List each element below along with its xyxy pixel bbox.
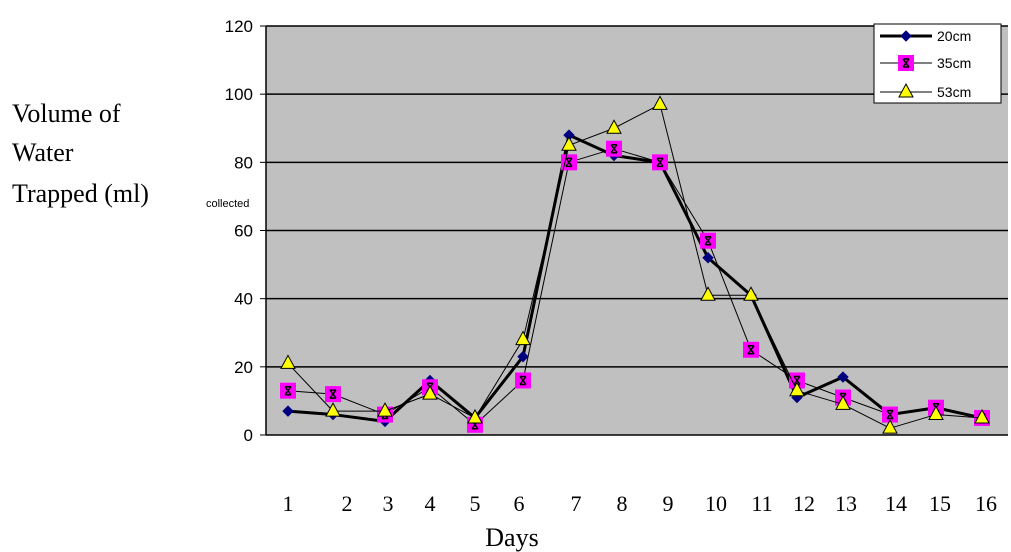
x-tick-label: 5	[470, 491, 481, 516]
data-point-53cm	[377, 402, 393, 417]
data-point-35cm	[743, 341, 759, 358]
data-point-53cm	[789, 381, 805, 397]
y-tick-label: 80	[234, 153, 253, 172]
legend: 20cm 35cm 53cm	[873, 23, 1002, 104]
legend-marker-53cm	[898, 82, 914, 98]
data-point-20cm	[702, 252, 714, 264]
data-point-35cm	[700, 232, 716, 249]
data-point-35cm	[325, 386, 341, 403]
legend-label-20cm: 20cm	[937, 28, 971, 44]
y-axis-label-overlap: collected	[206, 198, 249, 210]
y-tick-label: 40	[234, 290, 253, 309]
y-tick-label: 120	[225, 17, 253, 36]
data-point-35cm	[882, 406, 898, 423]
data-point-35cm	[561, 154, 577, 171]
data-point-35cm	[515, 372, 531, 389]
data-point-53cm	[928, 405, 944, 421]
data-point-53cm	[561, 136, 577, 151]
data-point-53cm	[882, 419, 898, 434]
data-point-20cm	[837, 371, 849, 383]
x-tick-label: 15	[929, 491, 951, 516]
x-tick-label: 10	[705, 491, 727, 516]
data-point-53cm	[700, 286, 716, 301]
series-layer	[280, 95, 990, 434]
legend-label-35cm: 35cm	[937, 55, 971, 71]
x-tick-label: 14	[885, 491, 907, 516]
data-point-53cm	[325, 402, 341, 417]
x-tick-label: 1	[283, 491, 294, 516]
x-tick-label: 2	[342, 491, 353, 516]
data-point-35cm	[280, 382, 296, 399]
x-axis-label: Days	[485, 523, 538, 552]
data-point-53cm	[422, 385, 438, 400]
x-axis-tick-labels: 1 2 3 4 5 6 7 8 9 10 11 12 13 14 15 16	[283, 491, 998, 516]
x-tick-label: 13	[835, 491, 857, 516]
y-axis-tick-labels: 0 20 40 60 80 100 120	[225, 17, 266, 445]
data-point-35cm	[789, 372, 805, 389]
data-point-53cm	[280, 354, 296, 369]
y-tick-label: 60	[234, 222, 253, 241]
data-point-53cm	[835, 395, 851, 410]
x-tick-label: 9	[663, 491, 674, 516]
series-53cm	[280, 95, 990, 434]
data-point-53cm	[467, 408, 483, 424]
legend-marker-20cm	[900, 30, 912, 42]
series-line-35cm	[287, 148, 983, 426]
x-tick-label: 7	[571, 491, 582, 516]
data-point-35cm	[606, 140, 622, 157]
y-tick-label: 20	[234, 358, 253, 377]
data-point-53cm	[974, 408, 990, 424]
x-tick-label: 4	[425, 491, 436, 516]
legend-marker-35cm	[898, 55, 914, 71]
series-line-53cm	[287, 103, 983, 429]
y-axis-label-line-3: Trapped (ml)	[12, 179, 149, 208]
x-tick-label: 6	[514, 491, 525, 516]
data-point-53cm	[652, 95, 668, 110]
data-point-53cm	[743, 286, 759, 301]
x-tick-label: 16	[975, 491, 997, 516]
data-point-20cm	[282, 405, 294, 417]
data-point-53cm	[515, 330, 531, 346]
legend-label-53cm: 53cm	[937, 84, 971, 100]
y-tick-label: 0	[244, 426, 253, 445]
x-tick-label: 12	[793, 491, 815, 516]
x-tick-label: 11	[751, 491, 772, 516]
data-point-53cm	[606, 119, 622, 134]
data-point-20cm	[517, 350, 529, 363]
x-tick-label: 8	[617, 491, 628, 516]
y-axis-label-line-1: Volume of	[12, 99, 121, 128]
y-tick-label: 100	[225, 85, 253, 104]
data-point-35cm	[652, 154, 668, 171]
y-axis-label-line-2: Water	[12, 138, 74, 167]
x-tick-label: 3	[383, 491, 394, 516]
